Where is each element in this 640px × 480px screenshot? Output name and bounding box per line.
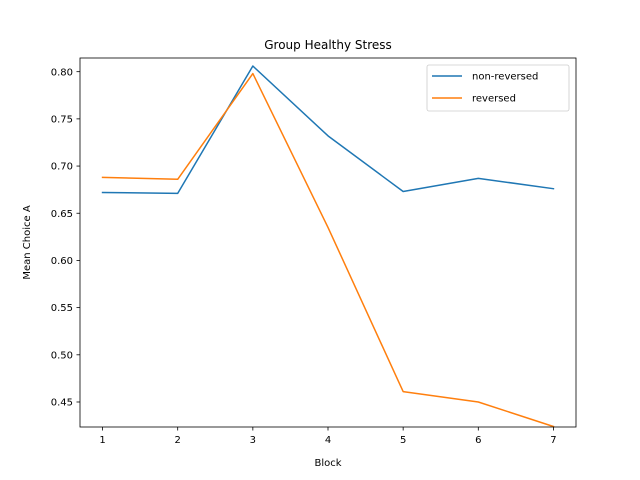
series-line-1 xyxy=(101,72,555,428)
series-line-0 xyxy=(101,65,555,195)
x-axis-label: Block xyxy=(314,458,341,469)
x-tick-label: 3 xyxy=(250,435,256,446)
x-axis: 1 2 3 4 5 6 7 xyxy=(99,427,557,446)
x-tick-label: 1 xyxy=(99,435,105,446)
y-axis: 0.45 0.50 0.55 0.60 0.65 0.70 0.75 0.80 xyxy=(51,67,80,409)
legend: non-reversed reversed xyxy=(426,64,570,112)
y-tick-label: 0.80 xyxy=(51,67,73,78)
chart-title: Group Healthy Stress xyxy=(264,38,392,52)
y-tick-label: 0.70 xyxy=(51,162,73,173)
x-tick-label: 5 xyxy=(400,435,406,446)
x-tick-label: 4 xyxy=(325,435,331,446)
y-tick-label: 0.60 xyxy=(51,256,73,267)
x-tick-label: 6 xyxy=(475,435,481,446)
series-layer xyxy=(101,65,555,428)
legend-label-0: non-reversed xyxy=(472,72,538,83)
y-tick-label: 0.55 xyxy=(51,303,73,314)
legend-label-1: reversed xyxy=(472,94,516,105)
y-axis-label: Mean Choice A xyxy=(22,205,33,279)
x-tick-label: 7 xyxy=(550,435,556,446)
y-tick-label: 0.65 xyxy=(51,209,73,220)
plot-area xyxy=(80,58,576,427)
y-tick-label: 0.45 xyxy=(51,398,73,409)
x-tick-label: 2 xyxy=(175,435,181,446)
legend-box xyxy=(426,64,570,112)
y-tick-label: 0.75 xyxy=(51,114,73,125)
y-tick-label: 0.50 xyxy=(51,350,73,361)
